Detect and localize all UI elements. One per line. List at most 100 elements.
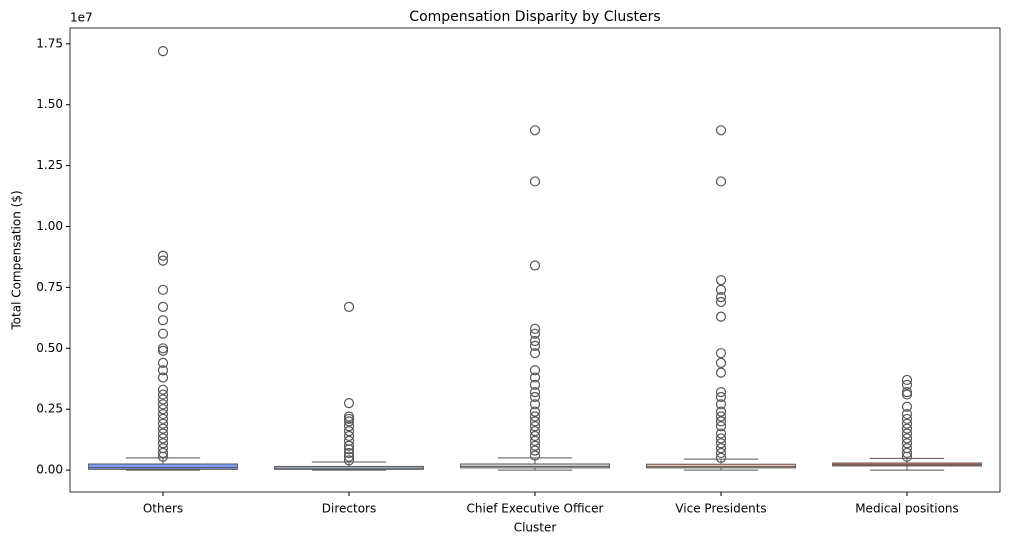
outlier <box>343 444 355 455</box>
outlier <box>343 447 355 459</box>
outlier <box>343 455 355 466</box>
outlier <box>529 399 541 410</box>
outlier <box>715 125 727 136</box>
outlier <box>529 372 541 383</box>
outlier <box>157 413 169 425</box>
outlier <box>529 406 541 417</box>
outlier <box>157 301 169 312</box>
outlier <box>157 384 169 395</box>
outlier <box>529 260 541 271</box>
outlier <box>715 387 727 398</box>
outlier <box>343 413 355 425</box>
y-tick-label: 1.75 <box>36 36 63 50</box>
outlier <box>715 443 727 454</box>
y-tick-label: 1.00 <box>36 219 63 233</box>
outlier <box>715 367 727 378</box>
outlier <box>901 413 913 425</box>
y-tick-label: 0.75 <box>36 280 63 294</box>
outlier <box>529 416 541 427</box>
outlier <box>715 406 727 417</box>
outlier <box>529 426 541 437</box>
outlier <box>715 421 727 432</box>
outlier <box>157 343 169 354</box>
outlier <box>715 399 727 410</box>
outlier <box>157 328 169 339</box>
outlier <box>715 447 727 459</box>
outlier <box>529 335 541 347</box>
outlier <box>715 292 727 303</box>
outlier <box>343 416 355 427</box>
outlier <box>529 176 541 187</box>
outlier <box>529 421 541 432</box>
outlier <box>529 391 541 403</box>
box <box>646 463 796 469</box>
outlier <box>343 411 355 422</box>
outlier <box>157 365 169 376</box>
outlier <box>715 357 727 369</box>
outlier <box>529 340 541 351</box>
outlier <box>529 328 541 339</box>
y-tick-label: 0.25 <box>36 402 63 416</box>
outlier <box>715 411 727 422</box>
outlier <box>157 451 169 462</box>
outlier <box>157 423 169 434</box>
x-axis-label: Cluster <box>514 521 557 535</box>
outlier <box>343 301 355 312</box>
outlier <box>529 387 541 398</box>
outlier <box>157 255 169 266</box>
outlier <box>343 421 355 432</box>
x-tick-label: Directors <box>322 502 376 516</box>
y-offset-label: 1e7 <box>70 11 93 25</box>
outlier <box>157 357 169 369</box>
outlier <box>157 372 169 383</box>
x-tick-label: Vice Presidents <box>675 502 766 516</box>
outlier <box>157 394 169 405</box>
y-tick-label: 0.50 <box>36 341 63 355</box>
outlier <box>529 440 541 451</box>
outlier <box>901 401 913 412</box>
outlier <box>715 311 727 322</box>
outlier <box>715 452 727 464</box>
outlier <box>901 389 913 400</box>
outlier <box>157 408 169 420</box>
outlier <box>157 315 169 326</box>
outlier <box>901 447 913 459</box>
x-tick-label: Chief Executive Officer <box>467 502 604 516</box>
outlier <box>715 428 727 439</box>
outlier <box>901 418 913 429</box>
outlier <box>529 365 541 376</box>
outlier <box>157 399 169 410</box>
outlier <box>715 391 727 403</box>
outlier <box>529 348 541 359</box>
outlier <box>157 438 169 449</box>
outlier <box>529 430 541 442</box>
outlier <box>343 426 355 437</box>
outlier <box>157 447 169 459</box>
outlier <box>901 451 913 462</box>
outlier <box>343 440 355 451</box>
outlier <box>715 433 727 444</box>
outlier <box>157 404 169 415</box>
outlier <box>529 125 541 136</box>
outlier <box>343 430 355 442</box>
outlier <box>901 387 913 398</box>
chart-title: Compensation Disparity by Clusters <box>409 9 660 25</box>
outlier <box>715 274 727 286</box>
outlier <box>157 389 169 400</box>
outlier <box>157 433 169 444</box>
outlier <box>157 284 169 295</box>
outlier <box>157 345 169 356</box>
outlier <box>715 296 727 308</box>
outlier <box>343 451 355 462</box>
outlier <box>529 435 541 446</box>
outlier <box>715 416 727 427</box>
plot-frame <box>69 27 1001 493</box>
outlier <box>157 250 169 261</box>
x-tick-label: Others <box>143 502 183 516</box>
outlier <box>901 433 913 444</box>
outlier <box>529 411 541 422</box>
outlier <box>901 423 913 434</box>
outlier <box>715 284 727 295</box>
outlier <box>715 438 727 449</box>
outlier <box>529 450 541 461</box>
